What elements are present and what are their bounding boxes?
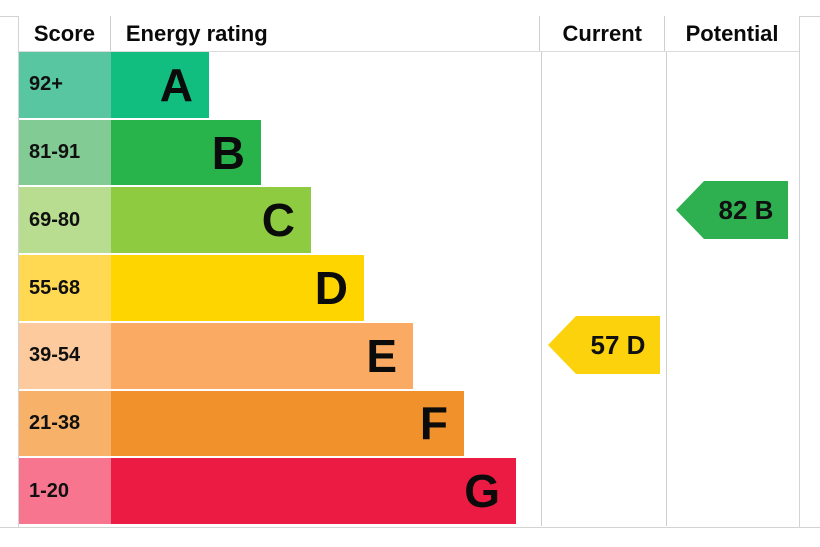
- header-potential: Potential: [685, 20, 779, 46]
- band-row-e: 39-54 E: [19, 322, 799, 391]
- header-energy-rating: Energy rating: [111, 16, 541, 51]
- rating-bar-d: D: [111, 255, 364, 321]
- rating-bar-g: G: [111, 458, 516, 525]
- score-range-g: 1-20: [19, 458, 111, 525]
- score-range-b: 81-91: [19, 119, 111, 186]
- potential-rating-arrow: 82 B: [676, 181, 788, 239]
- rating-bar-f: F: [111, 390, 464, 457]
- bottom-border-line: [0, 527, 820, 528]
- score-range-f: 21-38: [19, 390, 111, 457]
- current-rating-arrow: 57 D: [548, 316, 660, 374]
- score-range-c: 69-80: [19, 187, 111, 254]
- current-column-divider: [541, 52, 542, 526]
- rating-bar-e: E: [111, 322, 413, 389]
- epc-rating-chart: Score Energy rating Current Potential 92…: [18, 16, 800, 527]
- band-row-d: 55-68 D: [19, 255, 799, 323]
- band-row-g: 1-20 G: [19, 458, 799, 527]
- score-range-a: 92+: [19, 52, 111, 118]
- band-row-b: 81-91 B: [19, 119, 799, 188]
- rating-bar-c: C: [111, 187, 311, 254]
- chart-header-row: Score Energy rating Current Potential: [19, 16, 799, 52]
- score-range-d: 55-68: [19, 255, 111, 321]
- header-current: Current: [540, 16, 666, 51]
- band-row-a: 92+ A: [19, 52, 799, 120]
- score-range-e: 39-54: [19, 322, 111, 389]
- band-row-c: 69-80 C: [19, 187, 799, 256]
- potential-column-divider: [666, 52, 667, 526]
- header-score: Score: [19, 16, 111, 51]
- band-row-f: 21-38 F: [19, 390, 799, 459]
- chart-body: 92+ A 81-91 B 69-80 C 55-68 D 39-54 E 21…: [19, 52, 799, 527]
- rating-bar-b: B: [111, 119, 261, 186]
- rating-bar-a: A: [111, 52, 209, 118]
